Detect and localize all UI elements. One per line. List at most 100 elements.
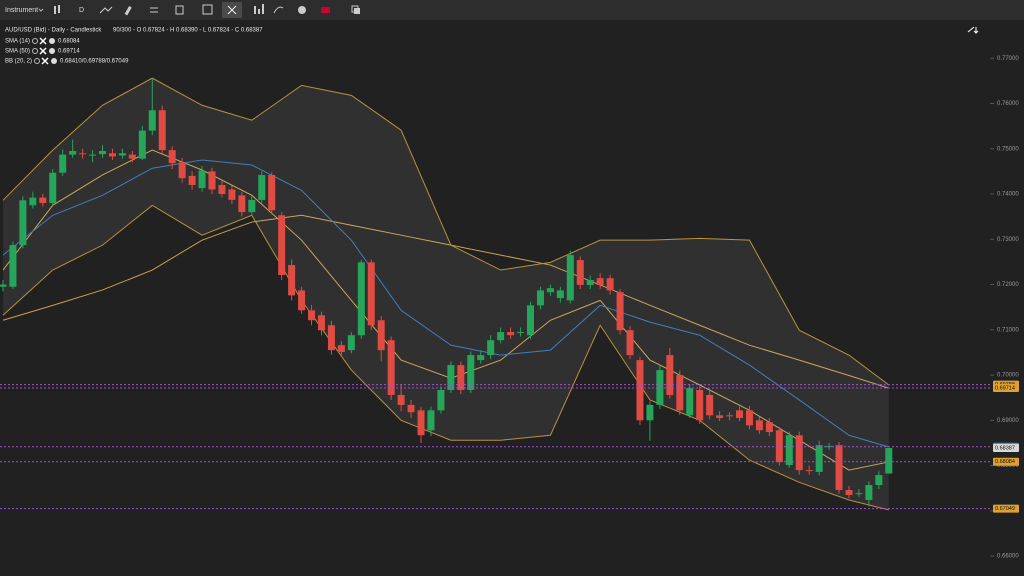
candle-body [696, 389, 704, 421]
candle-body [517, 332, 525, 334]
candle-body [417, 410, 425, 436]
settings-icon [51, 58, 58, 64]
candle-body [795, 435, 803, 471]
candle-body [626, 330, 634, 356]
settings-icon [49, 38, 56, 44]
candle-body [0, 284, 7, 287]
price-tag [993, 457, 1019, 466]
indicator-name: SMA (14) [5, 39, 30, 45]
candle-body [218, 184, 226, 194]
candle-body [497, 332, 505, 341]
remove-icon [39, 37, 47, 45]
candle-body [686, 388, 694, 416]
candle-body [158, 110, 166, 151]
candle-body [108, 153, 116, 157]
candle-body [477, 355, 485, 361]
candle-body [258, 174, 266, 200]
chart-title: AUD/USD (Bid) - Daily - Candlestick [5, 28, 102, 34]
candle-body [616, 292, 624, 331]
candle-body [347, 335, 355, 351]
candle-body [208, 171, 216, 190]
indicator-controls[interactable] [32, 37, 56, 45]
candle-body [745, 410, 753, 426]
price-tag [993, 444, 1019, 453]
candle-body [19, 200, 27, 246]
candle-body [178, 162, 186, 179]
y-tick-label: 0.74000 [997, 192, 1019, 198]
indicator-value: 0.68084 [58, 39, 80, 45]
candle-body [29, 197, 37, 206]
candle-body [765, 422, 773, 433]
candle-body [298, 290, 306, 311]
candle-body [397, 394, 405, 405]
candle-body [676, 375, 684, 411]
toolbar [0, 0, 1024, 20]
candle-body [755, 420, 763, 431]
price-tag-label: 0.69714 [995, 385, 1015, 391]
price-tag [993, 383, 1019, 392]
candle-body [407, 404, 415, 413]
visibility-icon [34, 58, 41, 64]
candle-body [785, 435, 793, 466]
indicator-controls[interactable] [32, 47, 56, 55]
candle-body [487, 340, 495, 356]
candle-body [467, 355, 475, 390]
candle-body [278, 215, 286, 276]
candle-body [79, 153, 87, 155]
candle-body [596, 278, 604, 285]
candle-body [726, 415, 734, 417]
indicator-controls[interactable] [34, 57, 58, 65]
candle-body [308, 310, 316, 321]
candle-body [9, 245, 17, 287]
plot [0, 77, 893, 511]
candle-body [835, 445, 843, 491]
candle-body [666, 355, 674, 395]
candle-body [138, 130, 146, 159]
candle-body [288, 265, 296, 296]
candle-body [457, 365, 465, 390]
candle-body [437, 389, 445, 411]
y-tick-label: 0.77000 [997, 56, 1019, 62]
y-tick-label: 0.70000 [997, 373, 1019, 379]
candle-body [606, 278, 614, 291]
candle-body [128, 154, 136, 159]
price-tag-label: 0.68387 [995, 445, 1015, 451]
y-tick-label: 0.71000 [997, 327, 1019, 333]
dropdown-caret [38, 8, 44, 12]
remove-icon [39, 47, 47, 55]
visibility-icon [32, 38, 39, 44]
candle-body [198, 170, 206, 189]
candle-body [775, 430, 783, 462]
candle-body [815, 445, 823, 472]
candle-body [546, 288, 554, 293]
candle-body [337, 345, 345, 352]
candle-body [736, 410, 744, 419]
instrument-menu[interactable]: Instrument [5, 7, 38, 14]
candle-body [586, 279, 594, 285]
candle-body [268, 174, 276, 211]
indicator-name: SMA (50) [5, 49, 30, 55]
candle-body [447, 365, 455, 390]
candle-body [536, 290, 544, 306]
candle-body [855, 493, 863, 495]
candle-body [248, 199, 256, 213]
toolbar-icons[interactable] [54, 2, 979, 34]
candle-body [566, 255, 574, 301]
candle-body [59, 154, 67, 173]
candle-body [99, 150, 107, 155]
y-tick-label: 0.73000 [997, 237, 1019, 243]
candle-body [118, 153, 126, 156]
candle-body [39, 197, 47, 204]
candle-body [238, 195, 246, 213]
candle-body [377, 320, 385, 351]
period-menu[interactable]: D [79, 7, 84, 14]
y-tick-label: 0.75000 [997, 146, 1019, 152]
indicator-value: 0.69714 [58, 49, 80, 55]
candle-body [805, 470, 813, 472]
candle-body [49, 172, 57, 204]
y-tick-label: 0.76000 [997, 101, 1019, 107]
remove-icon [41, 57, 49, 65]
